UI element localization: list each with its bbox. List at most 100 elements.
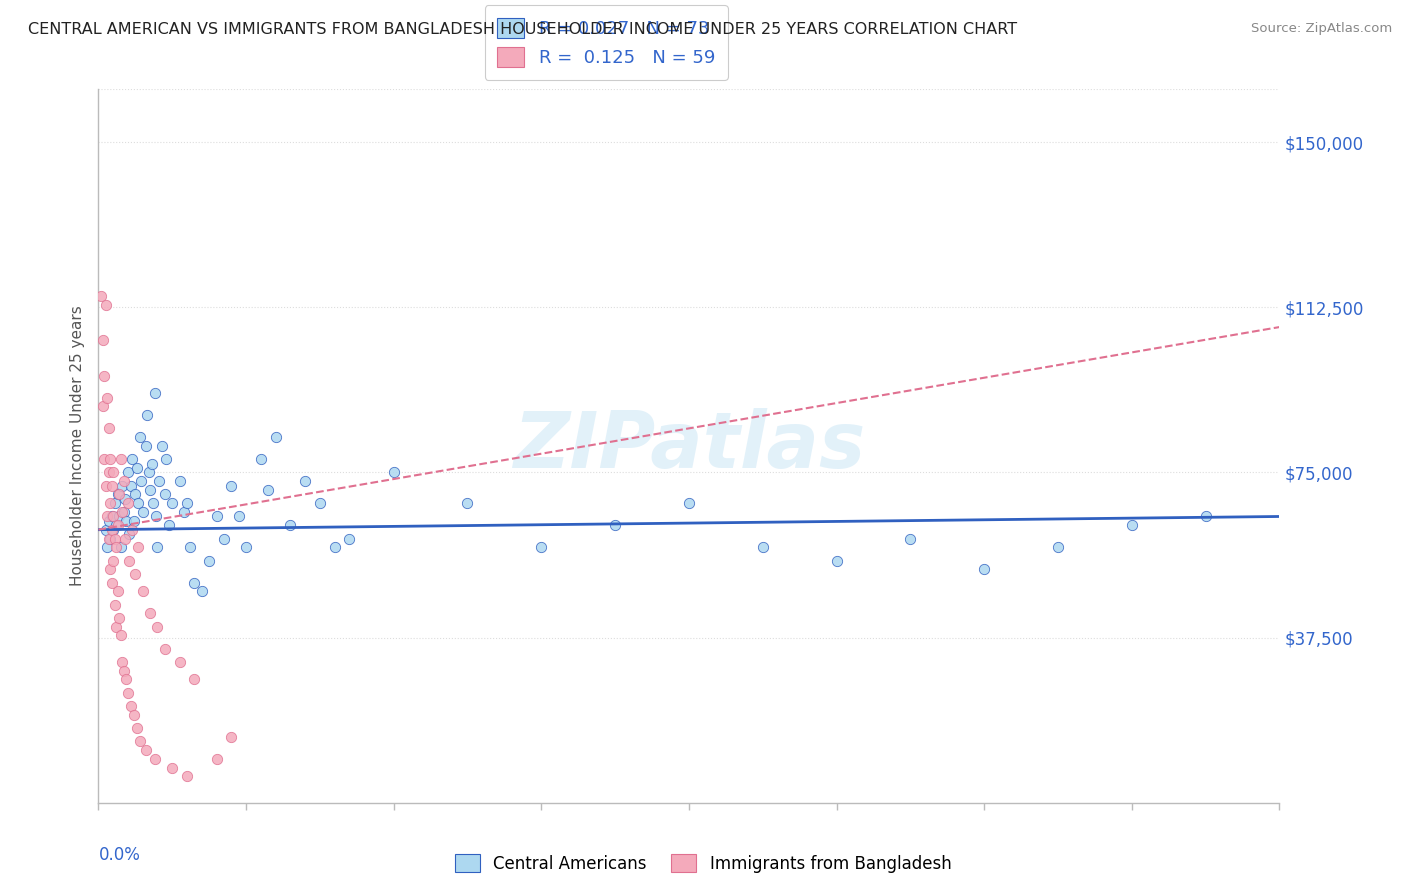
Point [97, 532, 120, 546]
Point [108, 611, 131, 625]
Point [132, 584, 155, 599]
Point [339, 532, 361, 546]
Point [179, 541, 201, 555]
Point [122, 707, 145, 722]
Point [125, 721, 148, 735]
Point [169, 655, 191, 669]
Point [114, 532, 136, 546]
Point [124, 566, 146, 581]
Point [96, 509, 118, 524]
Text: Source: ZipAtlas.com: Source: ZipAtlas.com [1251, 22, 1392, 36]
Point [138, 466, 160, 480]
Point [198, 553, 221, 567]
Point [103, 466, 125, 480]
Point [139, 607, 162, 621]
Point [104, 598, 127, 612]
Point [176, 769, 198, 783]
Point [143, 386, 166, 401]
Point [176, 496, 198, 510]
Point [105, 518, 128, 533]
Point [104, 532, 127, 546]
Point [96, 391, 118, 405]
Point [136, 408, 159, 422]
Point [121, 523, 143, 537]
Point [111, 478, 134, 492]
Point [135, 439, 157, 453]
Point [108, 509, 131, 524]
Point [110, 541, 132, 555]
Point [1195, 509, 1218, 524]
Point [98, 452, 121, 467]
Point [111, 505, 134, 519]
Point [264, 430, 287, 444]
Point [115, 673, 138, 687]
Point [323, 541, 346, 555]
Point [105, 541, 128, 555]
Point [110, 452, 132, 467]
Point [127, 541, 149, 555]
Point [120, 698, 142, 713]
Point [221, 730, 243, 744]
Point [457, 496, 479, 510]
Point [103, 523, 125, 537]
Point [94, 523, 117, 537]
Point [162, 760, 183, 774]
Point [96, 541, 118, 555]
Point [121, 452, 143, 467]
Point [135, 743, 157, 757]
Point [382, 466, 405, 480]
Y-axis label: Householder Income Under 25 years: Householder Income Under 25 years [69, 306, 84, 586]
Point [117, 466, 139, 480]
Point [103, 509, 125, 524]
Point [103, 553, 125, 567]
Point [105, 619, 128, 633]
Point [104, 496, 127, 510]
Text: 0.0%: 0.0% [98, 846, 141, 863]
Point [150, 439, 173, 453]
Point [97, 421, 120, 435]
Point [129, 475, 152, 489]
Point [112, 475, 135, 489]
Point [157, 518, 180, 533]
Point [107, 487, 129, 501]
Point [145, 509, 167, 524]
Point [94, 478, 117, 492]
Point [153, 641, 176, 656]
Point [100, 509, 122, 524]
Point [146, 541, 169, 555]
Point [155, 452, 177, 467]
Point [98, 562, 121, 576]
Legend: R = 0.027   N = 73, R =  0.125   N = 59: R = 0.027 N = 73, R = 0.125 N = 59 [485, 5, 728, 79]
Point [173, 505, 195, 519]
Point [107, 518, 129, 533]
Point [112, 664, 135, 678]
Point [93, 452, 115, 467]
Point [294, 475, 316, 489]
Point [183, 575, 205, 590]
Point [93, 368, 115, 383]
Point [117, 496, 139, 510]
Point [127, 496, 149, 510]
Point [124, 487, 146, 501]
Point [148, 475, 170, 489]
Point [100, 575, 122, 590]
Point [191, 584, 214, 599]
Point [100, 478, 122, 492]
Point [120, 478, 142, 492]
Point [162, 496, 183, 510]
Point [250, 452, 273, 467]
Point [90, 289, 112, 303]
Point [146, 619, 169, 633]
Point [132, 505, 155, 519]
Point [110, 628, 132, 642]
Point [98, 496, 121, 510]
Point [825, 553, 848, 567]
Point [143, 752, 166, 766]
Point [212, 532, 235, 546]
Point [257, 483, 280, 497]
Point [97, 466, 120, 480]
Point [752, 541, 775, 555]
Point [530, 541, 553, 555]
Point [117, 686, 139, 700]
Point [128, 734, 150, 748]
